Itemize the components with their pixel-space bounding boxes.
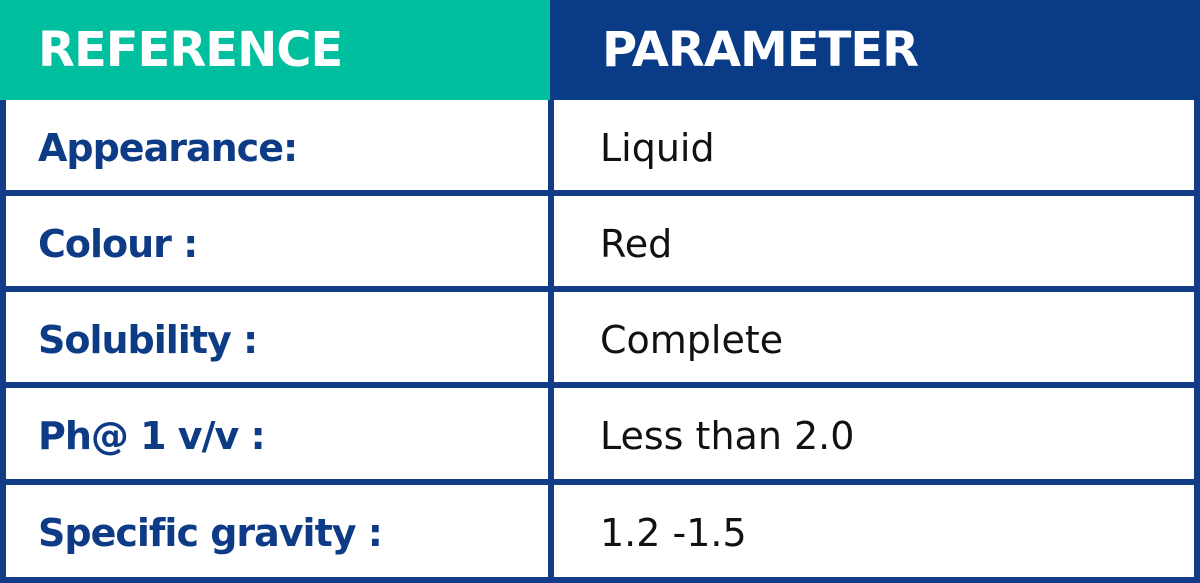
table-row: Ph@ 1 v/v : Less than 2.0	[0, 388, 1200, 483]
header-cell: PARAMETER	[550, 0, 1200, 100]
parameter-cell: Complete	[600, 317, 784, 362]
reference-cell: Appearance:	[38, 125, 298, 170]
parameter-cell: 1.2 -1.5	[600, 510, 747, 555]
parameter-cell: Less than 2.0	[600, 413, 855, 458]
table-row: Solubility : Complete	[0, 292, 1200, 387]
reference-cell: Ph@ 1 v/v :	[38, 413, 266, 458]
parameter-cell: Red	[600, 221, 673, 266]
table-row: Appearance: Liquid	[0, 100, 1200, 195]
reference-cell: Solubility :	[38, 317, 258, 362]
table-row: Specific gravity : 1.2 -1.5	[0, 485, 1200, 580]
reference-cell: Specific gravity :	[38, 510, 383, 555]
table-row: Colour : Red	[0, 196, 1200, 291]
header-cell: REFERENCE	[0, 0, 550, 100]
reference-cell: Colour :	[38, 221, 198, 266]
parameter-cell: Liquid	[600, 125, 715, 170]
